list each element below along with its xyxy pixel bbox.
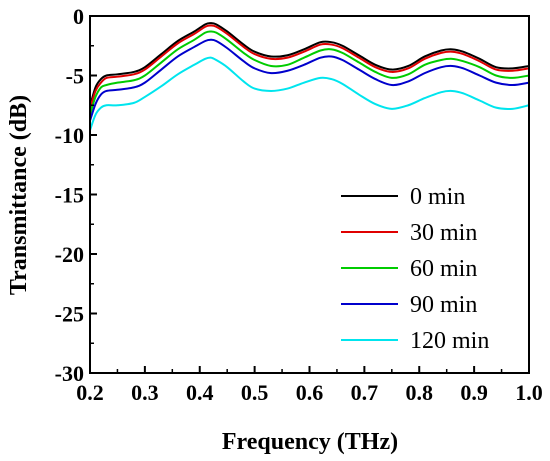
x-axis-title: Frequency (THz) [222,429,398,455]
series-line-3 [89,38,530,122]
y-tick-label: -20 [55,242,84,267]
series-line-2 [89,30,530,116]
series-line-0 [89,22,530,107]
x-tick-label: 0.8 [406,380,434,405]
legend-label-3: 90 min [410,292,477,318]
x-tick-label: 0.5 [241,380,269,405]
legend-label-2: 60 min [410,256,477,282]
y-tick-label: -5 [66,64,84,89]
y-tick-label: -10 [55,123,84,148]
x-tick-label: 0.4 [186,380,214,405]
series-line-4 [89,56,530,131]
tick-labels-layer: 0.2 0.3 0.4 0.5 0.6 0.7 0.8 0.9 1.0 0 -5 -10 -15 -20 -… [55,4,543,405]
legend-label-4: 120 min [410,328,489,354]
x-tick-label: 0.7 [351,380,379,405]
x-tick-label: 0.6 [296,380,324,405]
series-layer [89,22,530,131]
legend-label-0: 0 min [410,184,465,210]
legend-label-1: 30 min [410,220,477,246]
y-tick-label: -15 [55,183,84,208]
y-tick-label: 0 [73,4,84,29]
legend: 0 min 30 min 60 min 90 min 120 min [341,184,489,354]
y-tick-label: -25 [55,302,84,327]
x-tick-label: 0.9 [460,380,488,405]
series-line-1 [89,24,530,110]
x-tick-label: 0.2 [76,380,104,405]
y-axis-title: Transmittance (dB) [6,95,32,295]
x-tick-label: 1.0 [515,380,543,405]
ticks-layer [89,15,530,374]
x-tick-label: 0.3 [131,380,159,405]
y-tick-label: -30 [55,361,84,386]
